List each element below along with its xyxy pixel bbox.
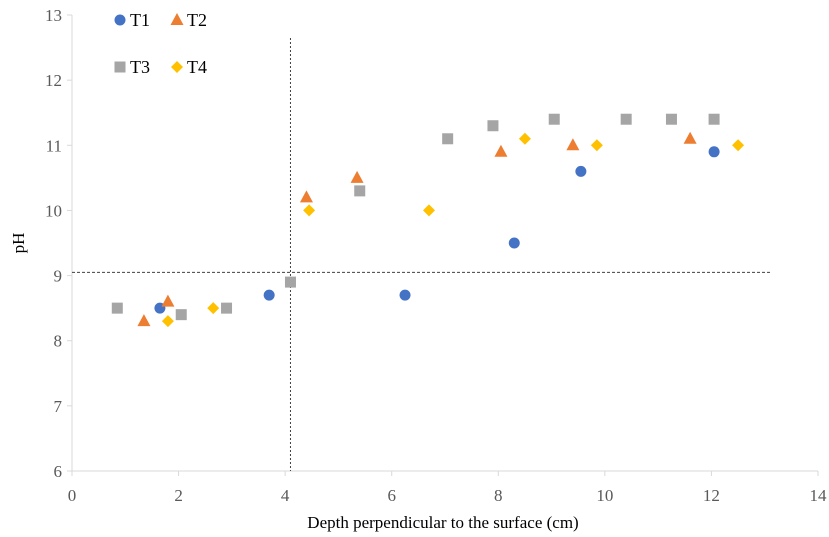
data-point-t4 [303,204,316,217]
y-tick-label: 12 [45,71,62,90]
legend-marker-t4 [171,61,183,73]
x-tick-label: 14 [810,486,828,505]
y-tick-label: 10 [45,201,62,220]
data-point-t1 [575,165,587,177]
data-point-t2 [137,314,151,327]
data-point-t1 [508,237,520,249]
data-point-t3 [708,113,720,125]
y-tick-label: 13 [45,6,62,25]
legend-label-t2: T2 [187,10,207,30]
legend-label-t3: T3 [130,57,150,77]
data-point-t3 [111,302,123,314]
data-point-t3 [548,113,560,125]
data-point-t3 [284,276,296,288]
tick-labels: 6 7 8 9 10 11 12 13 0 2 4 6 8 10 12 14 [45,6,827,505]
x-tick-label: 12 [703,486,720,505]
legend-marker-t3 [114,61,126,73]
data-point-t4 [423,204,436,217]
x-tick-label: 2 [174,486,183,505]
data-point-t2 [494,144,508,157]
data-point-t2 [566,138,580,151]
data-point-t1 [708,146,720,158]
x-tick-label: 4 [281,486,290,505]
data-points [111,113,745,328]
data-point-t3 [665,113,677,125]
x-tick-label: 6 [387,486,396,505]
legend-marker-t2 [170,13,184,25]
data-point-t1 [399,289,411,301]
y-tick-label: 7 [54,397,63,416]
x-tick-label: 8 [494,486,503,505]
series-t3 [111,113,720,321]
x-axis-title: Depth perpendicular to the surface (cm) [307,513,578,532]
series-t2 [137,131,697,327]
data-point-t4 [590,139,603,152]
data-point-t3 [354,185,366,197]
x-tick-label: 10 [596,486,613,505]
data-point-t2 [350,170,364,183]
legend-label-t1: T1 [130,10,150,30]
y-tick-label: 9 [54,267,63,286]
data-point-t3 [620,113,632,125]
y-tick-label: 6 [54,462,63,481]
data-point-t3 [221,302,233,314]
legend-label-t4: T4 [187,57,207,77]
data-point-t4 [207,302,220,315]
series-t1 [154,146,720,314]
data-point-t2 [161,294,175,307]
x-tick-label: 0 [68,486,77,505]
data-point-t3 [442,133,454,145]
y-tick-label: 8 [54,332,63,351]
legend: T1 T2 T3 T4 [114,10,207,77]
series-t4 [161,132,745,328]
data-point-t1 [263,289,275,301]
y-axis-title: pH [9,233,28,254]
legend-marker-t1 [114,14,126,26]
y-tick-label: 11 [46,136,62,155]
data-point-t3 [487,120,499,132]
data-point-t3 [175,309,187,321]
data-point-t4 [732,139,745,152]
data-point-t4 [161,315,174,328]
data-point-t2 [299,190,313,203]
reference-lines [72,38,772,471]
data-point-t2 [683,131,697,144]
axes [67,14,819,476]
data-point-t4 [518,132,531,145]
